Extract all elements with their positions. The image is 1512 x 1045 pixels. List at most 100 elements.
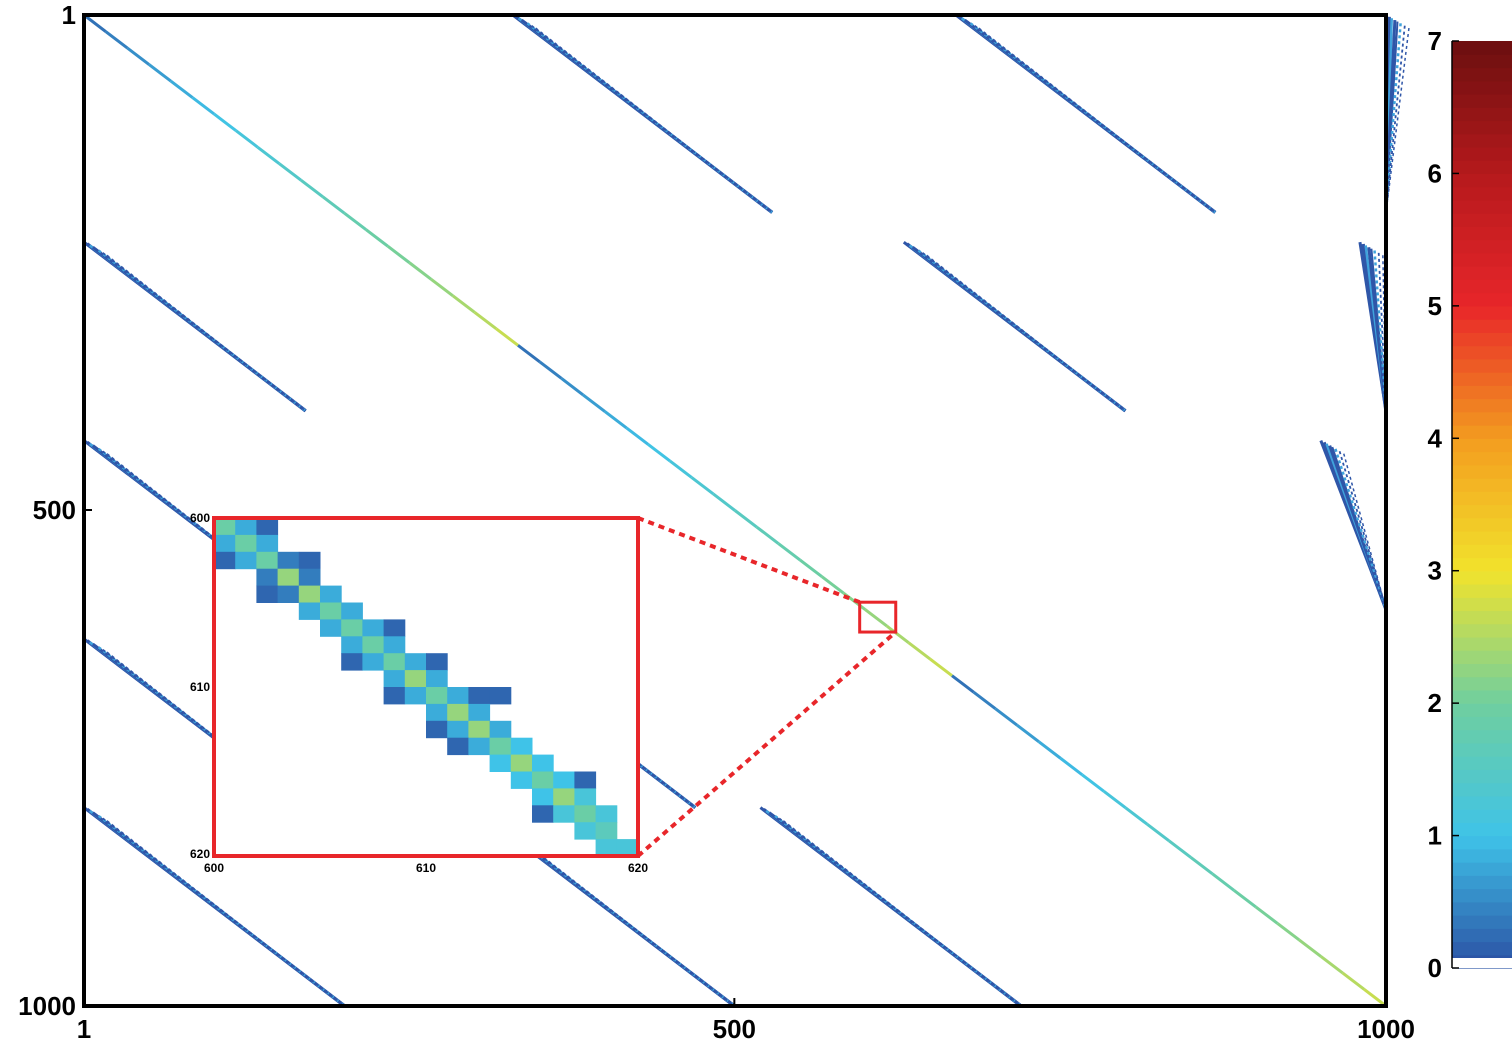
- inset-cell: [468, 703, 491, 722]
- diagonal-segment: [213, 112, 237, 132]
- off-diagonal-band: [511, 13, 774, 214]
- diagonal-segment: [1059, 757, 1084, 776]
- inset-x-tick-label: 620: [628, 861, 648, 875]
- colorbar-tick-label: 4: [1428, 423, 1443, 453]
- colorbar-zero-band: [1452, 958, 1512, 968]
- y-tick-label: 1: [62, 0, 76, 30]
- colorbar-swatch: [1452, 451, 1512, 466]
- diagonal-segment: [1319, 955, 1344, 975]
- inset-cell: [298, 585, 321, 603]
- colorbar-tick-label: 2: [1428, 688, 1442, 718]
- inset-y-tick-label: 610: [190, 680, 210, 694]
- band-strip: [1385, 25, 1406, 213]
- colorbar-swatch: [1452, 292, 1512, 307]
- colorbar-swatch: [1452, 716, 1512, 731]
- inset-y-tick-label: 600: [190, 511, 210, 525]
- colorbar-swatch: [1452, 186, 1512, 201]
- diagonal-segment: [864, 608, 888, 628]
- inset-cell: [383, 619, 406, 637]
- inset-cell: [532, 788, 554, 806]
- diagonal-segment: [386, 245, 411, 264]
- diagonal-segment: [690, 476, 715, 496]
- inset-cell: [362, 619, 385, 637]
- diagonal-segment: [734, 509, 758, 529]
- band-strip: [535, 27, 773, 213]
- colorbar-swatch: [1452, 822, 1512, 837]
- inset-cell: [468, 687, 491, 705]
- colorbar-swatch: [1452, 809, 1512, 823]
- diagonal-segment: [430, 278, 454, 297]
- band-strip: [1334, 448, 1388, 610]
- inset-cell: [383, 653, 406, 671]
- colorbar-swatch: [1452, 888, 1512, 903]
- zoom-connector-bottom: [636, 630, 898, 858]
- inset-border: [212, 516, 640, 858]
- inset-cell: [489, 720, 512, 739]
- inset-cell: [235, 551, 257, 570]
- inset-cell: [574, 805, 597, 823]
- inset-cell: [574, 822, 597, 840]
- inset-cell: [277, 568, 300, 587]
- diagonal-segment: [300, 178, 324, 198]
- inset-cell: [341, 602, 363, 620]
- off-diagonal-band: [1319, 440, 1388, 610]
- colorbar-swatch: [1452, 769, 1512, 784]
- diagonal-segment: [972, 690, 997, 710]
- x-tick-label: 500: [713, 1014, 756, 1044]
- diagonal-segment: [278, 162, 302, 182]
- band-strip: [1343, 453, 1387, 610]
- inset-cell: [256, 585, 279, 603]
- colorbar-tick-label: 6: [1428, 158, 1442, 188]
- colorbar-swatch: [1452, 650, 1512, 665]
- diagonal-segment: [1233, 889, 1257, 909]
- y-tick-label: 1000: [18, 991, 76, 1021]
- colorbar-swatch: [1452, 676, 1512, 691]
- diagonal-segment: [321, 195, 346, 215]
- inset-cell: [383, 636, 406, 654]
- inset-cell: [489, 754, 512, 772]
- diagonal-segment: [1298, 938, 1322, 958]
- inset-cell: [298, 551, 321, 570]
- inset-cell: [595, 822, 618, 840]
- colorbar-swatch: [1452, 239, 1512, 254]
- inset-cell: [489, 737, 512, 756]
- inset-cell: [298, 568, 321, 587]
- diagonal-segment: [126, 46, 151, 66]
- colorbar-tick-label: 0: [1428, 953, 1442, 983]
- colorbar-swatch: [1452, 438, 1512, 453]
- colorbar-swatch: [1452, 478, 1512, 492]
- inset-cell: [256, 551, 279, 570]
- colorbar-swatch: [1452, 915, 1512, 929]
- colorbar-swatch: [1452, 80, 1512, 95]
- band-strip: [1385, 28, 1410, 213]
- off-diagonal-band: [1384, 15, 1410, 213]
- inset-cell: [574, 771, 597, 789]
- band-strip: [106, 254, 307, 412]
- colorbar-tick-label: 1: [1428, 821, 1442, 851]
- off-diagonal-band: [759, 806, 1023, 1008]
- colorbar-swatch: [1452, 848, 1512, 863]
- colorbar-swatch: [1452, 901, 1512, 916]
- diagonal-segment: [799, 558, 823, 578]
- band-strip: [926, 254, 1126, 412]
- diagonal-segment: [907, 641, 932, 661]
- colorbar-swatch: [1452, 530, 1512, 545]
- colorbar-swatch: [1452, 226, 1512, 241]
- diagonal-segment: [625, 426, 650, 446]
- diagonal-segment: [1124, 806, 1149, 826]
- diagonal-segment: [929, 657, 953, 677]
- inset-cell: [383, 687, 406, 705]
- diagonal-segment: [169, 79, 194, 99]
- band-strip: [1382, 255, 1387, 411]
- colorbar-swatch: [1452, 636, 1512, 651]
- inset-cell: [256, 518, 279, 536]
- inset-y-tick-label: 620: [190, 847, 210, 861]
- colorbar-swatch: [1452, 875, 1512, 890]
- zoom-callout: [636, 516, 898, 858]
- diagonal-segment: [538, 360, 563, 380]
- diagonal-segment: [885, 624, 910, 644]
- inset-cell: [532, 754, 554, 772]
